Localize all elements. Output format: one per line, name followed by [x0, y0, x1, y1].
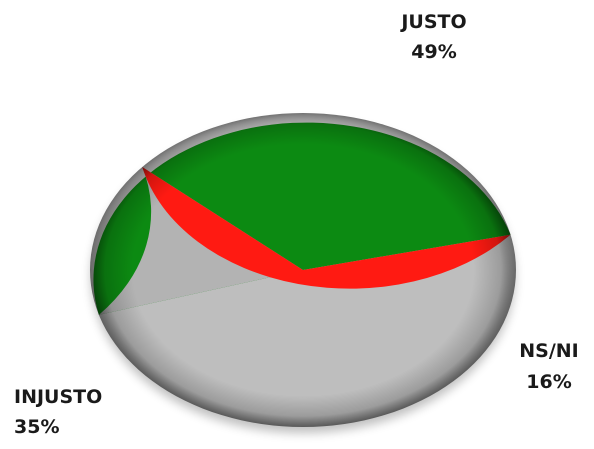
- slice-label-justo: JUSTO: [399, 11, 466, 33]
- slice-value-justo: 49%: [411, 41, 456, 63]
- slice-value-injusto: 35%: [14, 416, 59, 438]
- slice-label-nsni: NS/NI: [519, 340, 579, 362]
- slice-value-nsni: 16%: [526, 371, 571, 393]
- slice-label-injusto: INJUSTO: [14, 386, 102, 408]
